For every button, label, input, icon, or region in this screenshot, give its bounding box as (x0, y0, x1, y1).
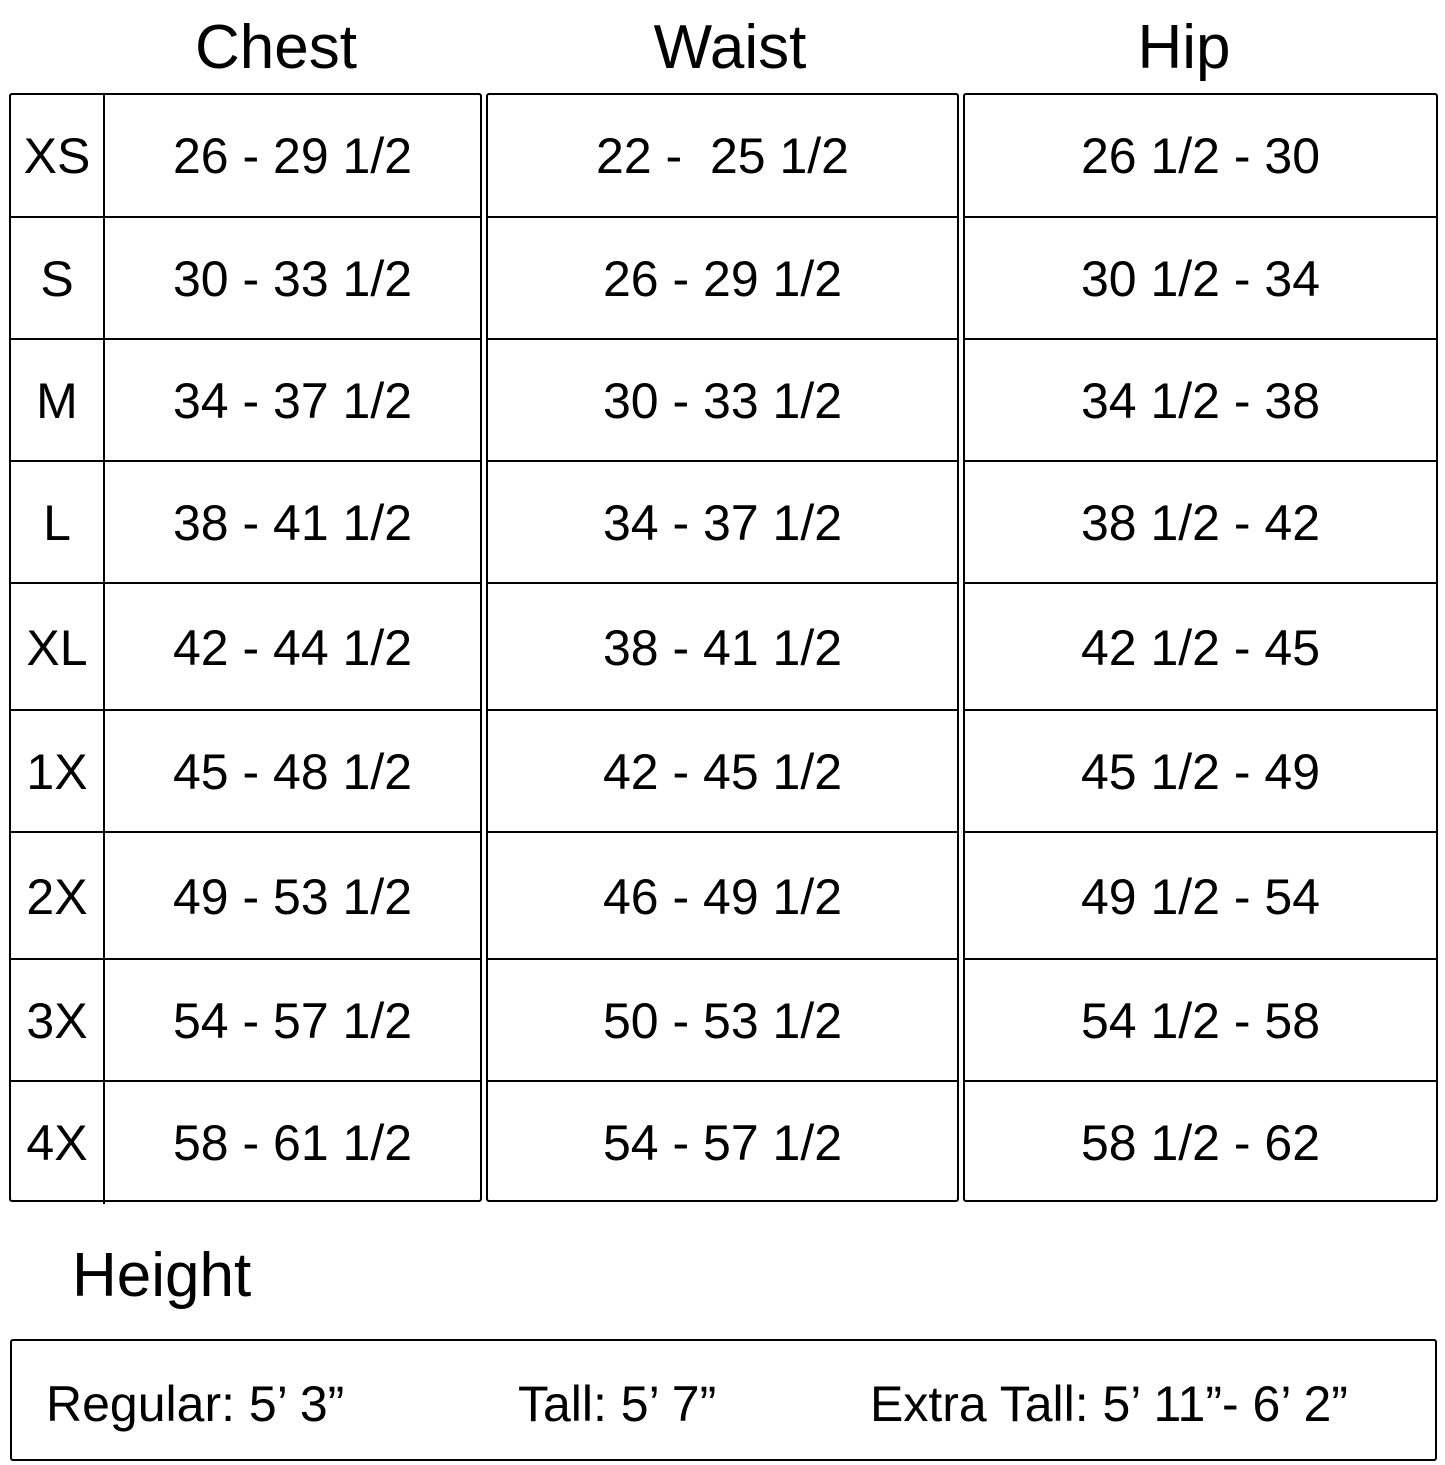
chest-value: 30 - 33 1/2 (172, 251, 413, 307)
waist-value: 38 - 41 1/2 (602, 619, 843, 676)
height-box: Regular: 5’ 3” Tall: 5’ 7” Extra Tall: 5… (10, 1339, 1437, 1461)
hip-row: 30 1/2 - 34 (965, 216, 1436, 340)
hip-value: 45 1/2 - 49 (1080, 744, 1321, 800)
chest-value: 34 - 37 1/2 (172, 373, 413, 429)
chest-value: 38 - 41 1/2 (172, 495, 413, 551)
hip-row: 34 1/2 - 38 (965, 338, 1436, 462)
chest-row: 1X 45 - 48 1/2 (11, 709, 480, 833)
waist-value: 22 - 25 1/2 (596, 127, 849, 184)
chest-value: 26 - 29 1/2 (172, 127, 413, 184)
chest-value: 58 - 61 1/2 (172, 1115, 413, 1171)
waist-value: 30 - 33 1/2 (602, 373, 843, 429)
size-label: XS (11, 95, 105, 216)
waist-row: 38 - 41 1/2 (488, 582, 957, 711)
waist-value: 46 - 49 1/2 (602, 868, 843, 925)
waist-row: 26 - 29 1/2 (488, 216, 957, 340)
chest-header: Chest (195, 13, 357, 82)
chest-value: 42 - 44 1/2 (172, 619, 413, 676)
size-label: 4X (11, 1082, 105, 1204)
chest-row: XS 26 - 29 1/2 (11, 95, 480, 216)
waist-header: Waist (653, 13, 807, 82)
hip-value: 38 1/2 - 42 (1080, 495, 1321, 551)
size-label: M (11, 340, 105, 462)
hip-value: 58 1/2 - 62 (1080, 1115, 1321, 1171)
waist-value: 26 - 29 1/2 (602, 251, 843, 307)
size-label: S (11, 218, 105, 340)
hip-row: 42 1/2 - 45 (965, 582, 1436, 711)
chest-row: XL 42 - 44 1/2 (11, 582, 480, 711)
hip-value: 49 1/2 - 54 (1080, 868, 1321, 925)
height-extra-tall: Extra Tall: 5’ 11”- 6’ 2” (870, 1376, 1348, 1432)
waist-row: 22 - 25 1/2 (488, 95, 957, 216)
hip-value: 30 1/2 - 34 (1080, 251, 1321, 307)
hip-header: Hip (1137, 13, 1231, 82)
chest-row: 4X 58 - 61 1/2 (11, 1080, 480, 1204)
chest-row: 3X 54 - 57 1/2 (11, 958, 480, 1082)
size-label: 3X (11, 960, 105, 1082)
waist-row: 34 - 37 1/2 (488, 460, 957, 584)
hip-row: 54 1/2 - 58 (965, 958, 1436, 1082)
chest-row: L 38 - 41 1/2 (11, 460, 480, 584)
chest-value: 49 - 53 1/2 (172, 868, 413, 925)
hip-value: 26 1/2 - 30 (1080, 127, 1321, 184)
waist-value: 54 - 57 1/2 (602, 1115, 843, 1171)
waist-table: 22 - 25 1/2 26 - 29 1/2 30 - 33 1/2 34 - 37… (486, 93, 959, 1202)
waist-row: 54 - 57 1/2 (488, 1080, 957, 1204)
hip-row: 58 1/2 - 62 (965, 1080, 1436, 1204)
chest-value: 45 - 48 1/2 (172, 744, 413, 800)
size-label: XL (11, 584, 105, 711)
height-tall: Tall: 5’ 7” (518, 1376, 717, 1432)
waist-row: 42 - 45 1/2 (488, 709, 957, 833)
chest-row: M 34 - 37 1/2 (11, 338, 480, 462)
waist-value: 34 - 37 1/2 (602, 495, 843, 551)
size-label: 2X (11, 833, 105, 960)
waist-value: 42 - 45 1/2 (602, 744, 843, 800)
hip-table: 26 1/2 - 30 30 1/2 - 34 34 1/2 - 38 38 1/2 … (963, 93, 1438, 1202)
hip-row: 45 1/2 - 49 (965, 709, 1436, 833)
hip-value: 42 1/2 - 45 (1080, 619, 1321, 676)
waist-row: 30 - 33 1/2 (488, 338, 957, 462)
chest-value: 54 - 57 1/2 (172, 993, 413, 1049)
waist-row: 50 - 53 1/2 (488, 958, 957, 1082)
chest-table: XS 26 - 29 1/2 S 30 - 33 1/2 M 34 - 37 1/2 L 38… (9, 93, 482, 1204)
hip-value: 54 1/2 - 58 (1080, 993, 1321, 1049)
size-label: L (11, 462, 105, 584)
hip-value: 34 1/2 - 38 (1080, 373, 1321, 429)
hip-row: 49 1/2 - 54 (965, 831, 1436, 960)
waist-value: 50 - 53 1/2 (602, 993, 843, 1049)
height-regular: Regular: 5’ 3” (46, 1376, 345, 1432)
hip-row: 38 1/2 - 42 (965, 460, 1436, 584)
waist-row: 46 - 49 1/2 (488, 831, 957, 960)
height-title: Height (72, 1241, 252, 1310)
size-label: 1X (11, 711, 105, 833)
chest-row: S 30 - 33 1/2 (11, 216, 480, 340)
hip-row: 26 1/2 - 30 (965, 95, 1436, 216)
chest-row: 2X 49 - 53 1/2 (11, 831, 480, 960)
